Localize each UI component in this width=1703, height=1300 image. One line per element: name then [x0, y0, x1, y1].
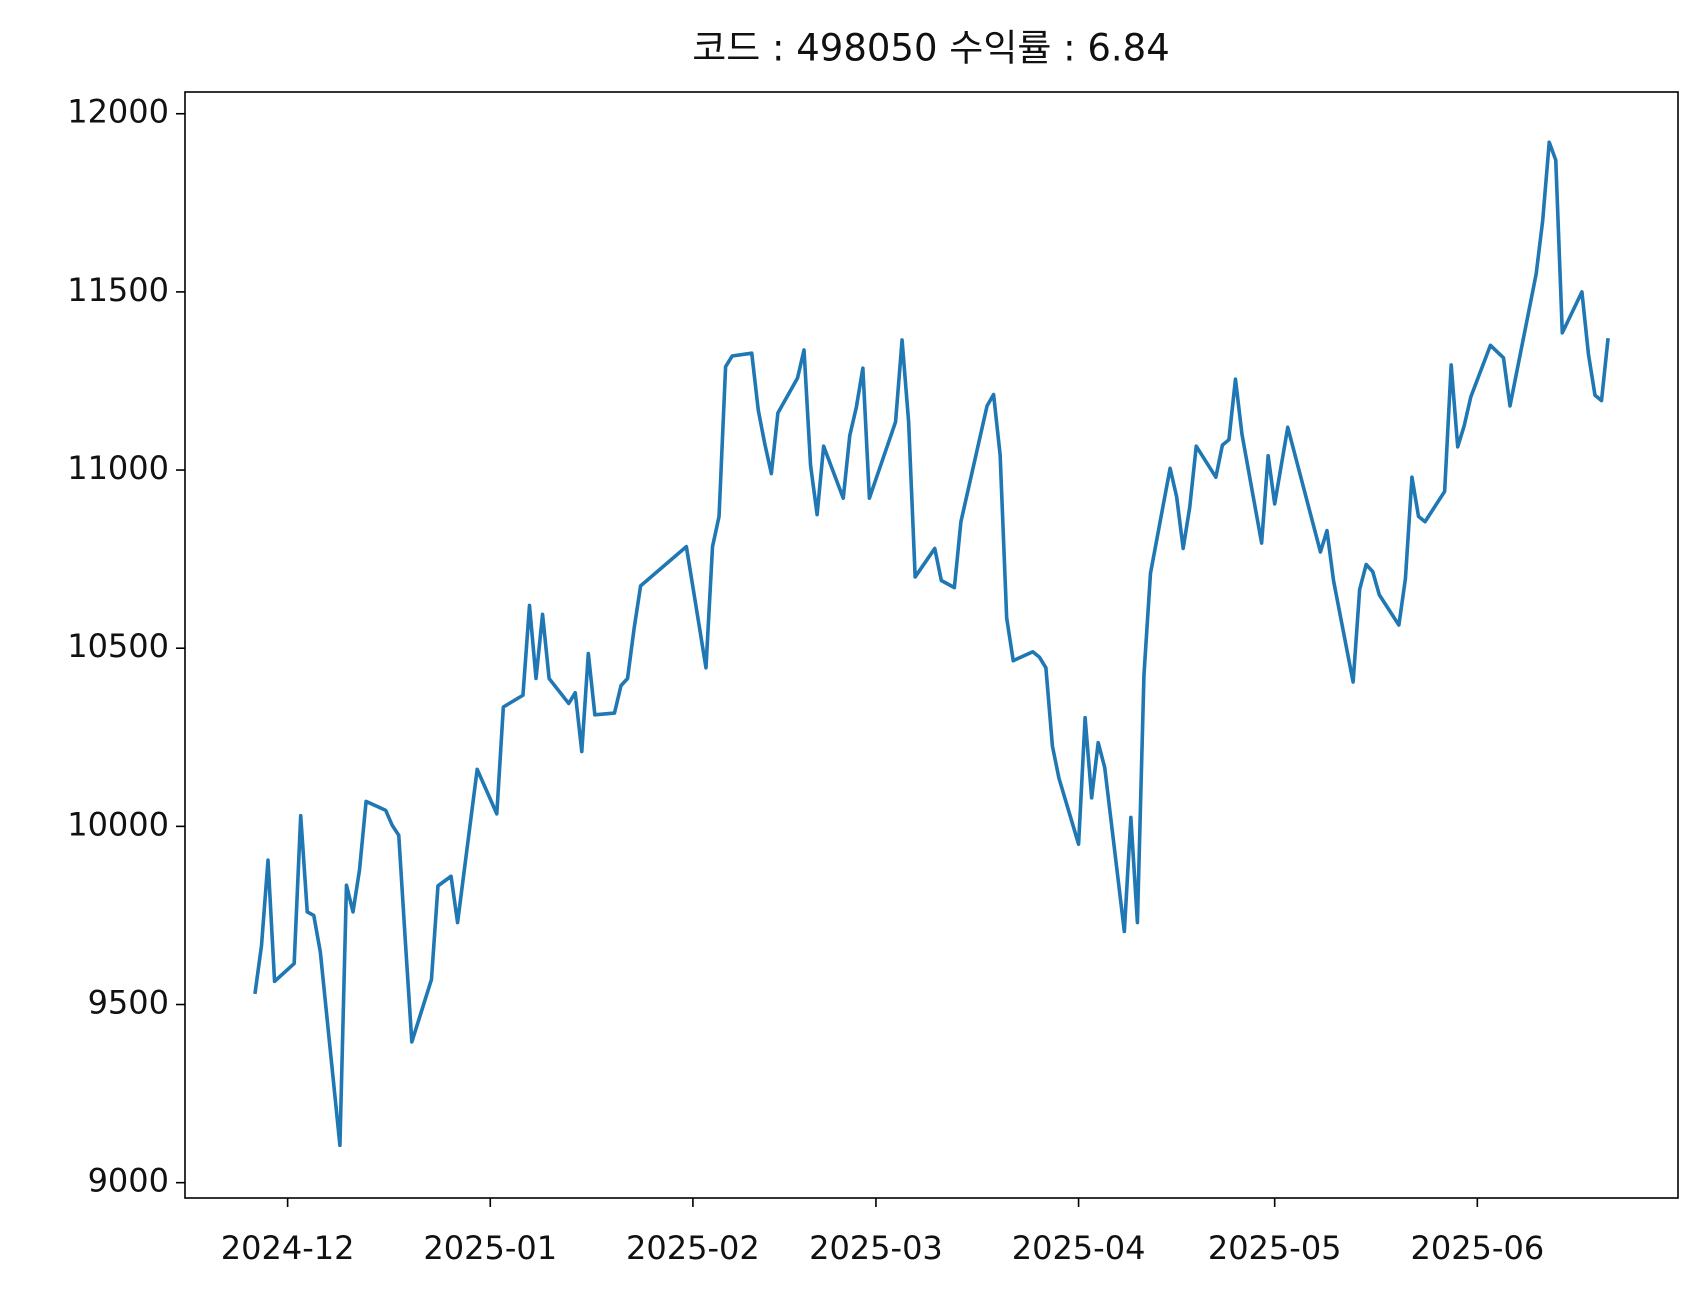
y-tick-label: 12000 [67, 93, 169, 131]
x-tick-label: 2025-03 [809, 1229, 943, 1267]
x-tick-label: 2024-12 [221, 1229, 355, 1267]
x-tick-label: 2025-04 [1012, 1229, 1146, 1267]
plot-frame [184, 91, 1679, 1199]
x-tick-label: 2025-05 [1208, 1229, 1342, 1267]
x-tick-label: 2025-06 [1410, 1229, 1544, 1267]
chart-title: 코드 : 498050 수익률 : 6.84 [692, 27, 1170, 70]
y-tick-label: 10000 [67, 805, 169, 843]
y-tick-label: 10500 [67, 627, 169, 665]
y-tick-label: 11500 [67, 271, 169, 309]
y-tick-label: 9500 [88, 984, 169, 1022]
price-line [253, 140, 1610, 1148]
y-tick-label: 11000 [67, 449, 169, 487]
x-tick-label: 2025-01 [423, 1229, 557, 1267]
x-tick-label: 2025-02 [626, 1229, 760, 1267]
y-tick-label: 9000 [88, 1162, 169, 1200]
